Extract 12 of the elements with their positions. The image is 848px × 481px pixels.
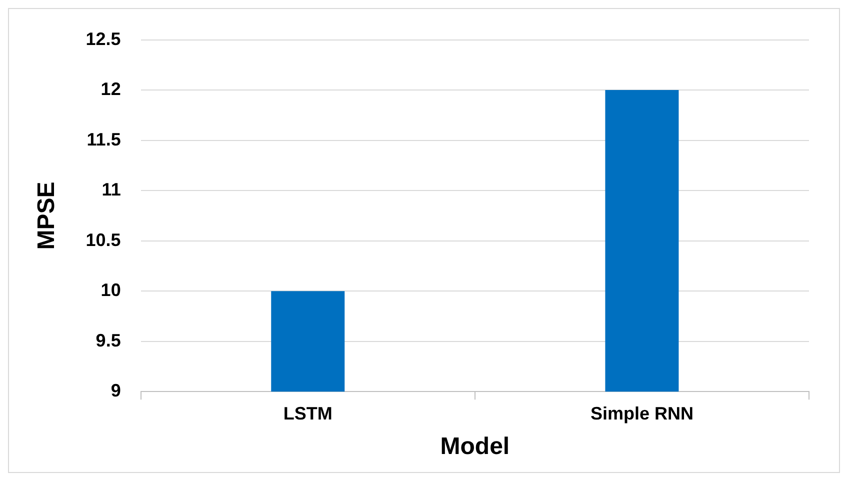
y-tick-label: 12 [100, 79, 121, 100]
y-tick-label: 12.5 [86, 28, 121, 49]
y-tick-label: 9 [110, 380, 121, 401]
x-tick-label: LSTM [283, 403, 332, 424]
y-tick-label: 11.5 [86, 129, 121, 150]
y-tick-label: 9.5 [96, 330, 121, 350]
x-tick-label: Simple RNN [590, 403, 694, 424]
y-tick-label: 10.5 [86, 230, 121, 250]
y-tick-label: 11 [102, 180, 121, 200]
y-axis-title: MPSE [33, 182, 60, 250]
x-axis-title: Model [440, 433, 510, 460]
y-tick-label: 10 [100, 280, 121, 300]
